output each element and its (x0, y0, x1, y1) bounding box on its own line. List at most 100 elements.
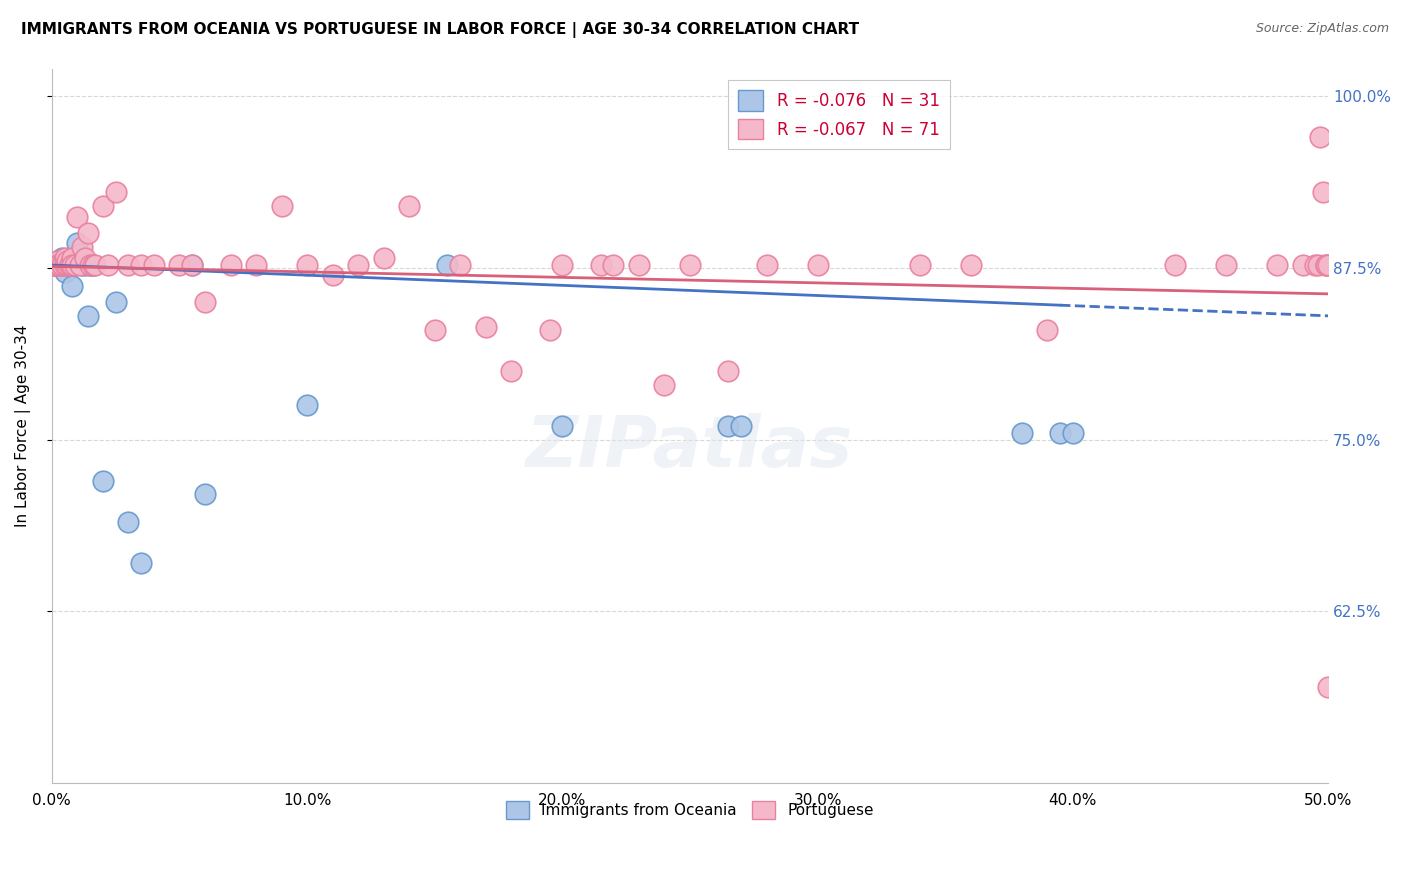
Point (1312, 185, 1334, 199)
Point (449, 258, 471, 272)
Point (72, 258, 94, 272)
Point (45, 258, 67, 272)
Point (295, 398, 318, 412)
Point (1315, 258, 1337, 272)
Point (73, 251, 96, 265)
Point (48, 253, 70, 268)
Point (63, 258, 86, 272)
Point (1317, 680, 1340, 694)
Point (1265, 258, 1288, 272)
Point (1315, 258, 1337, 272)
Point (51, 258, 73, 272)
Point (117, 258, 139, 272)
Point (1309, 130, 1331, 145)
Legend: Immigrants from Oceania, Portuguese: Immigrants from Oceania, Portuguese (501, 795, 880, 825)
Point (79, 258, 101, 272)
Point (1291, 258, 1313, 272)
Point (398, 199, 420, 213)
Point (56, 258, 79, 272)
Point (60, 251, 83, 265)
Point (72, 240, 94, 254)
Point (60, 258, 83, 272)
Point (44, 258, 66, 272)
Point (194, 295, 217, 310)
Point (654, 377, 676, 392)
Y-axis label: In Labor Force | Age 30-34: In Labor Force | Age 30-34 (15, 325, 31, 527)
Point (129, 258, 152, 272)
Point (1049, 425, 1071, 440)
Point (717, 418, 740, 433)
Point (56, 253, 79, 268)
Point (1011, 425, 1033, 440)
Point (48, 258, 70, 272)
Point (91, 474, 114, 488)
Point (679, 258, 702, 272)
Point (129, 556, 152, 570)
Point (219, 258, 242, 272)
Point (69, 247, 91, 261)
Point (270, 199, 292, 213)
Point (1215, 258, 1237, 272)
Point (1306, 258, 1329, 272)
Point (69, 258, 91, 272)
Point (1305, 258, 1327, 272)
Point (53, 265, 76, 279)
Text: IMMIGRANTS FROM OCEANIA VS PORTUGUESE IN LABOR FORCE | AGE 30-34 CORRELATION CHA: IMMIGRANTS FROM OCEANIA VS PORTUGUESE IN… (21, 22, 859, 38)
Point (755, 258, 778, 272)
Point (66, 235, 89, 250)
Point (84, 258, 107, 272)
Point (551, 418, 574, 433)
Point (1164, 258, 1187, 272)
Point (730, 418, 752, 433)
Point (59, 258, 82, 272)
Point (1036, 323, 1059, 337)
Point (79, 258, 101, 272)
Point (73, 258, 96, 272)
Point (91, 199, 114, 213)
Point (322, 268, 344, 282)
Point (501, 364, 523, 378)
Point (63, 258, 86, 272)
Point (104, 185, 127, 199)
Point (48, 258, 70, 272)
Point (194, 487, 217, 501)
Point (436, 258, 458, 272)
Point (717, 364, 740, 378)
Point (59, 258, 82, 272)
Point (76, 227, 98, 241)
Point (807, 258, 830, 272)
Point (44, 258, 66, 272)
Point (53, 258, 76, 272)
Point (45, 253, 67, 268)
Point (959, 258, 981, 272)
Point (475, 319, 498, 334)
Point (59, 253, 82, 268)
Point (589, 258, 612, 272)
Text: Source: ZipAtlas.com: Source: ZipAtlas.com (1256, 22, 1389, 36)
Point (142, 258, 165, 272)
Point (45, 258, 67, 272)
Point (1062, 425, 1084, 440)
Point (245, 258, 267, 272)
Point (538, 323, 561, 337)
Point (181, 258, 204, 272)
Point (51, 251, 73, 265)
Point (347, 258, 370, 272)
Point (627, 258, 650, 272)
Point (53, 251, 76, 265)
Point (104, 295, 127, 310)
Point (76, 309, 98, 323)
Point (373, 251, 395, 265)
Point (97, 258, 120, 272)
Point (908, 258, 931, 272)
Point (82, 258, 104, 272)
Point (602, 258, 624, 272)
Point (551, 258, 574, 272)
Point (82, 258, 104, 272)
Point (44, 258, 66, 272)
Point (295, 258, 318, 272)
Point (117, 515, 139, 529)
Point (66, 210, 89, 224)
Point (51, 258, 73, 272)
Point (423, 323, 446, 337)
